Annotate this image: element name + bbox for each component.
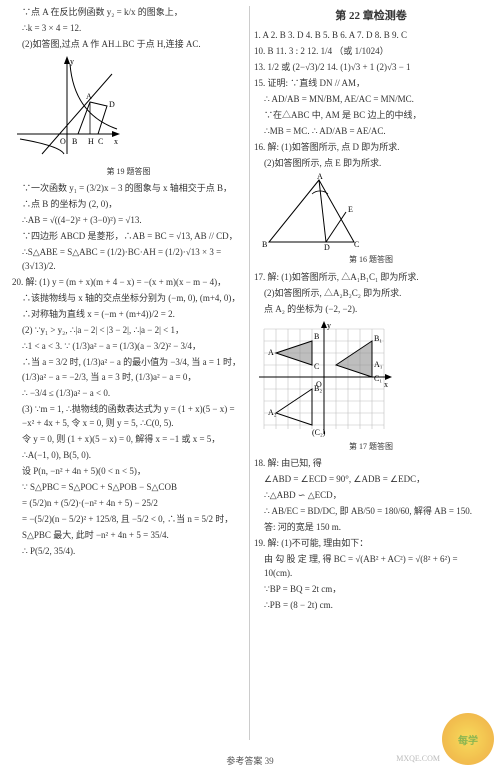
text-line: ∵点 A 在反比例函数 y₂ = k/x 的图象上，	[12, 6, 245, 20]
svg-text:A: A	[86, 92, 92, 101]
svg-text:x: x	[384, 380, 388, 389]
left-column: ∵点 A 在反比例函数 y₂ = k/x 的图象上， ∴k = 3 × 4 = …	[8, 6, 250, 740]
text-line: ∴点 B 的坐标为 (2, 0)，	[12, 198, 245, 212]
text-line: 设 P(n, −n² + 4n + 5)(0 < n < 5)，	[12, 465, 245, 479]
svg-text:C: C	[98, 137, 103, 146]
svg-text:(C₂): (C₂)	[312, 428, 326, 437]
figure-17-caption: 第 17 题答图	[254, 441, 488, 453]
right-column: 第 22 章检测卷 1. A 2. B 3. D 4. B 5. B 6. A …	[250, 6, 492, 740]
svg-text:y: y	[327, 321, 331, 330]
watermark-text: 每学	[458, 732, 478, 747]
text-line: 18. 解: 由已知, 得	[254, 457, 488, 471]
page-columns: ∵点 A 在反比例函数 y₂ = k/x 的图象上， ∴k = 3 × 4 = …	[0, 0, 500, 740]
svg-text:B: B	[262, 240, 267, 249]
svg-text:B₂: B₂	[314, 384, 322, 393]
text-line: ∴△ABD ∽ △ECD，	[254, 489, 488, 503]
svg-text:D: D	[109, 100, 115, 109]
text-line: (2)如答图,过点 A 作 AH⊥BC 于点 H,连接 AC.	[12, 38, 245, 52]
figure-17: y x O A B C B₁ A₁ C₁ A₂ B₂ (C₂)	[254, 319, 488, 439]
svg-text:D: D	[324, 243, 330, 252]
figure-17-svg: y x O A B C B₁ A₁ C₁ A₂ B₂ (C₂)	[254, 319, 394, 439]
text-line: (2)如答图所示, 点 E 即为所求.	[254, 157, 488, 171]
svg-text:E: E	[348, 205, 353, 214]
text-line: ∠ABD = ∠ECD = 90°, ∠ADB = ∠EDC，	[254, 473, 488, 487]
svg-text:x: x	[114, 137, 118, 146]
figure-16-svg: A B C D E	[254, 172, 364, 252]
text-line: = (5/2)n + (5/2)·(−n² + 4n + 5) − 25/2	[12, 497, 245, 511]
svg-text:A₁: A₁	[374, 360, 383, 369]
text-line: ∴ P(5/2, 35/4).	[12, 545, 245, 559]
text-line: (1/3)a² − a = −2/3, 当 a = 3 时, (1/3)a² −…	[12, 371, 245, 385]
text-line: 由 勾 股 定 理, 得 BC = √(AB² + AC²) = √(8² + …	[254, 553, 488, 581]
answer-row: 10. B 11. 3 : 2 12. 1/4 （或 1/1024）	[254, 45, 488, 59]
svg-text:H: H	[88, 137, 94, 146]
text-line: ∴对称轴为直线 x = (−m + (m+4))/2 = 2.	[12, 308, 245, 322]
text-line: 答: 河的宽是 150 m.	[254, 521, 488, 535]
figure-16-caption: 第 16 题答图	[254, 254, 488, 266]
text-line: ∴MB = MC. ∴ AD/AB = AE/AC.	[254, 125, 488, 139]
text-line: 点 A₂ 的坐标为 (−2, −2).	[254, 303, 488, 317]
text-line: ∴1 < a < 3. ∵ (1/3)a² − a = (1/3)(a − 3/…	[12, 340, 245, 354]
text-line: S△PBC 最大, 此时 −n² + 4n + 5 = 35/4.	[12, 529, 245, 543]
figure-16: A B C D E	[254, 172, 488, 252]
svg-text:A: A	[268, 348, 274, 357]
text-line: ∴S△ABE = S△ABC = (1/2)·BC·AH = (1/2)·√13…	[12, 246, 245, 274]
text-line: ∴ −3/4 ≤ (1/3)a² − a < 0.	[12, 387, 245, 401]
text-line: ∴ AD/AB = MN/BM, AE/AC = MN/MC.	[254, 93, 488, 107]
figure-19-svg: y x O A D B H C	[12, 54, 122, 164]
text-line: ∴AB = √((4−2)² + (3−0)²) = √13.	[12, 214, 245, 228]
svg-text:B: B	[314, 332, 319, 341]
chapter-title: 第 22 章检测卷	[254, 8, 488, 25]
svg-text:A: A	[317, 172, 323, 181]
text-line: ∵一次函数 y₁ = (3/2)x − 3 的图象与 x 轴相交于点 B，	[12, 182, 245, 196]
text-line: ∴A(−1, 0), B(5, 0).	[12, 449, 245, 463]
text-line: ∴该抛物线与 x 轴的交点坐标分别为 (−m, 0), (m+4, 0)，	[12, 292, 245, 306]
svg-text:O: O	[60, 137, 66, 146]
text-line: 19. 解: (1)不可能, 理由如下：	[254, 537, 488, 551]
svg-text:A₂: A₂	[268, 408, 277, 417]
answer-row: 13. 1/2 或 (2−√3)/2 14. (1)√3 + 1 (2)√3 −…	[254, 61, 488, 75]
figure-19-caption: 第 19 题答图	[12, 166, 245, 178]
svg-text:C₁: C₁	[374, 374, 382, 383]
svg-text:B₁: B₁	[374, 334, 382, 343]
text-line: (3) ∵m = 1, ∴抛物线的函数表达式为 y = (1 + x)(5 − …	[12, 403, 245, 431]
text-line: = −(5/2)(n − 5/2)² + 125/8, 且 −5/2 < 0, …	[12, 513, 245, 527]
text-line: ∵在△ABC 中, AM 是 BC 边上的中线，	[254, 109, 488, 123]
text-line: (2) ∵y₁ > y₂, ∴|a − 2| < |3 − 2|, ∴|a − …	[12, 324, 245, 338]
svg-text:C: C	[314, 362, 319, 371]
text-line: ∴ AB/EC = BD/DC, 即 AB/50 = 180/60, 解得 AB…	[254, 505, 488, 519]
svg-text:y: y	[70, 57, 74, 66]
svg-text:B: B	[72, 137, 77, 146]
text-line: ∴当 a = 3/2 时, (1/3)a² − a 的最小值为 −3/4, 当 …	[12, 356, 245, 370]
text-line: ∵BP = BQ = 2t cm，	[254, 583, 488, 597]
corner-url: MXQE.COM	[396, 754, 440, 763]
text-line: 17. 解: (1)如答图所示, △A₁B₁C₁ 即为所求.	[254, 271, 488, 285]
answer-row: 1. A 2. B 3. D 4. B 5. B 6. A 7. D 8. B …	[254, 29, 488, 43]
text-line: 15. 证明: ∵直线 DN // AM，	[254, 77, 488, 91]
text-line: (2)如答图所示, △A₂B₂C₂ 即为所求.	[254, 287, 488, 301]
text-line: 16. 解: (1)如答图所示, 点 D 即为所求.	[254, 141, 488, 155]
text-line: ∵四边形 ABCD 是菱形，∴AB = BC = √13, AB // CD，	[12, 230, 245, 244]
text-line: ∵ S△PBC = S△POC + S△POB − S△COB	[12, 481, 245, 495]
watermark-badge: 每学	[442, 713, 494, 765]
figure-19: y x O A D B H C	[12, 54, 245, 164]
text-line: ∴PB = (8 − 2t) cm.	[254, 599, 488, 613]
svg-text:C: C	[354, 240, 359, 249]
text-line: 令 y = 0, 则 (1 + x)(5 − x) = 0, 解得 x = −1…	[12, 433, 245, 447]
text-line: 20. 解: (1) y = (m + x)(m + 4 − x) = −(x …	[12, 276, 245, 290]
text-line: ∴k = 3 × 4 = 12.	[12, 22, 245, 36]
